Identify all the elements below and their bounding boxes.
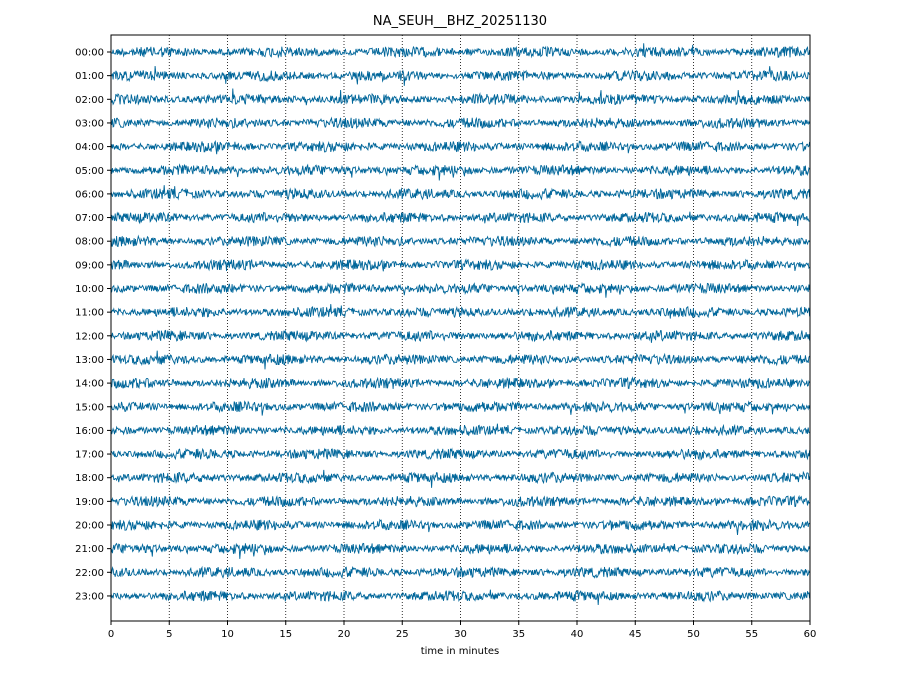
y-tick-label: 03:00	[75, 118, 104, 129]
trace-row	[110, 163, 810, 181]
y-tick-label: 02:00	[75, 95, 104, 106]
y-tick-label: 22:00	[75, 568, 104, 579]
trace-row	[110, 565, 811, 579]
trace-row	[110, 400, 811, 416]
chart-title: NA_SEUH__BHZ_20251130	[373, 14, 547, 29]
x-tick-label: 20	[338, 629, 351, 640]
y-tick-label: 17:00	[75, 450, 104, 461]
trace-row	[110, 140, 811, 155]
y-tick-label: 13:00	[75, 355, 104, 366]
x-tick-label: 25	[396, 629, 409, 640]
trace-row	[110, 589, 811, 606]
x-tick-label: 10	[221, 629, 234, 640]
trace-row	[110, 542, 811, 559]
trace-row	[110, 258, 810, 272]
y-tick-label: 04:00	[75, 142, 104, 153]
x-tick-label: 45	[629, 629, 642, 640]
seismic-traces	[110, 43, 811, 606]
y-tick-label: 05:00	[75, 166, 104, 177]
trace-row	[110, 494, 810, 508]
trace-row	[110, 43, 811, 59]
trace-row	[110, 88, 811, 106]
y-tick-label: 10:00	[75, 284, 104, 295]
trace-row	[110, 65, 810, 86]
y-tick-label: 15:00	[75, 402, 104, 413]
x-tick-label: 60	[804, 629, 817, 640]
y-tick-label: 14:00	[75, 379, 104, 390]
y-tick-label: 07:00	[75, 213, 104, 224]
x-tick-label: 50	[687, 629, 700, 640]
x-tick-label: 15	[279, 629, 292, 640]
y-tick-label: 08:00	[75, 237, 104, 248]
x-axis-ticks: 0 5 10 15 20 25 30 35 40 45 50 55 60	[108, 621, 817, 640]
x-tick-label: 5	[166, 629, 172, 640]
trace-row	[110, 447, 811, 461]
x-tick-label: 40	[571, 629, 584, 640]
trace-row	[110, 304, 811, 319]
y-axis-ticks: 00:00 01:00 02:00 03:00 04:00 05:00 06:00 07:00…	[75, 48, 111, 602]
trace-row	[110, 116, 811, 130]
y-tick-label: 09:00	[75, 260, 104, 271]
trace-row	[110, 376, 811, 390]
y-tick-label: 00:00	[75, 48, 104, 59]
x-tick-label: 35	[512, 629, 525, 640]
trace-row	[110, 234, 810, 248]
y-tick-label: 16:00	[75, 426, 104, 437]
y-tick-label: 18:00	[75, 473, 104, 484]
y-tick-label: 21:00	[75, 544, 104, 555]
y-tick-label: 23:00	[75, 591, 104, 602]
trace-row	[110, 350, 810, 370]
trace-row	[110, 281, 811, 298]
y-tick-label: 12:00	[75, 331, 104, 342]
trace-row	[110, 329, 811, 343]
trace-row	[110, 518, 810, 535]
trace-row	[110, 211, 810, 227]
x-axis-label: time in minutes	[421, 646, 500, 657]
trace-row	[110, 423, 810, 437]
y-tick-label: 06:00	[75, 189, 104, 200]
y-tick-label: 20:00	[75, 521, 104, 532]
trace-row	[110, 469, 811, 488]
trace-row	[110, 185, 811, 201]
x-tick-label: 0	[108, 629, 114, 640]
x-tick-label: 55	[745, 629, 758, 640]
y-tick-label: 01:00	[75, 71, 104, 82]
y-tick-label: 11:00	[75, 308, 104, 319]
y-tick-label: 19:00	[75, 497, 104, 508]
x-tick-label: 30	[454, 629, 467, 640]
